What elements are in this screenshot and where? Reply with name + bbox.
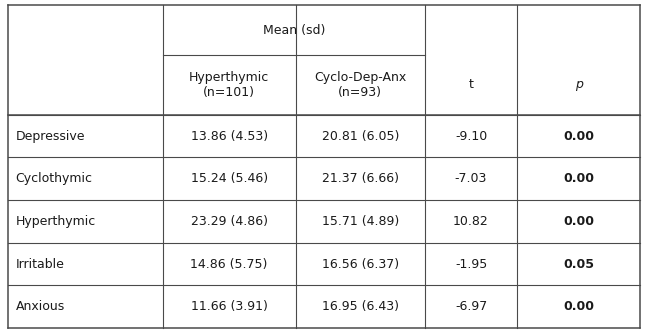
- Text: 11.66 (3.91): 11.66 (3.91): [191, 300, 268, 313]
- Text: Depressive: Depressive: [16, 130, 85, 143]
- Text: 23.29 (4.86): 23.29 (4.86): [191, 215, 268, 228]
- Text: -1.95: -1.95: [455, 257, 487, 270]
- Text: Cyclothymic: Cyclothymic: [16, 172, 93, 185]
- Text: 0.00: 0.00: [563, 172, 594, 185]
- Text: -6.97: -6.97: [455, 300, 487, 313]
- Text: 15.24 (5.46): 15.24 (5.46): [191, 172, 268, 185]
- Text: Cyclo-Dep-Anx
(n=93): Cyclo-Dep-Anx (n=93): [314, 71, 406, 99]
- Text: Hyperthymic: Hyperthymic: [16, 215, 96, 228]
- Text: 16.56 (6.37): 16.56 (6.37): [322, 257, 399, 270]
- Text: Irritable: Irritable: [16, 257, 64, 270]
- Text: Hyperthymic
(n=101): Hyperthymic (n=101): [189, 71, 270, 99]
- Text: 0.05: 0.05: [563, 257, 594, 270]
- Text: t: t: [469, 79, 474, 92]
- Text: -7.03: -7.03: [455, 172, 487, 185]
- Text: 13.86 (4.53): 13.86 (4.53): [191, 130, 268, 143]
- Text: 20.81 (6.05): 20.81 (6.05): [321, 130, 399, 143]
- Text: 16.95 (6.43): 16.95 (6.43): [322, 300, 399, 313]
- Text: 14.86 (5.75): 14.86 (5.75): [191, 257, 268, 270]
- Text: 10.82: 10.82: [453, 215, 489, 228]
- Text: p: p: [575, 79, 583, 92]
- Text: -9.10: -9.10: [455, 130, 487, 143]
- Text: 0.00: 0.00: [563, 130, 594, 143]
- Text: Anxious: Anxious: [16, 300, 65, 313]
- Text: Mean (sd): Mean (sd): [263, 24, 325, 37]
- Text: 0.00: 0.00: [563, 300, 594, 313]
- Text: 0.00: 0.00: [563, 215, 594, 228]
- Text: 21.37 (6.66): 21.37 (6.66): [322, 172, 399, 185]
- Text: 15.71 (4.89): 15.71 (4.89): [322, 215, 399, 228]
